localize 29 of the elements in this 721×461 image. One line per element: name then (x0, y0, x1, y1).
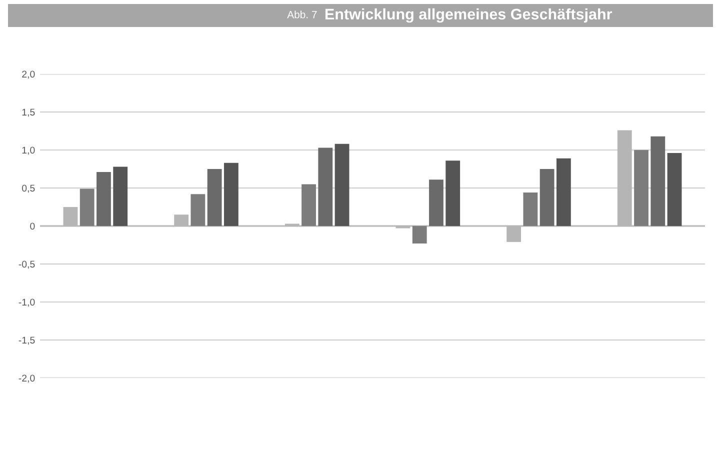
bar (190, 194, 206, 226)
bar (667, 153, 682, 226)
y-tick-label: 1,0 (22, 146, 35, 155)
bar (412, 226, 427, 244)
y-tick-label: -2,0 (18, 374, 35, 383)
bar (207, 169, 222, 226)
bar (224, 162, 238, 226)
bar (650, 136, 666, 226)
y-tick-label: 0 (30, 222, 35, 230)
bar (540, 169, 554, 226)
bar (429, 180, 444, 226)
bar (634, 150, 648, 226)
bar (302, 184, 316, 226)
bar (113, 166, 128, 226)
y-tick-label: 1,5 (22, 108, 35, 117)
y-tick-label: -1,5 (18, 336, 35, 345)
y-tick-label: -0,5 (18, 260, 35, 269)
bar (556, 158, 571, 226)
chart-subtitle: Entwicklung allgemeines Geschäftsjahr (325, 8, 612, 23)
bar (446, 160, 460, 226)
bar (80, 188, 94, 226)
bar (334, 144, 350, 226)
y-tick-label: 0,5 (22, 184, 35, 193)
y-tick-label: 2,0 (22, 70, 35, 79)
bar (96, 172, 111, 226)
y-tick-label: -1,0 (18, 298, 35, 307)
bar (523, 192, 538, 226)
bar (318, 148, 333, 226)
chart-title: Abb. 7 (287, 10, 317, 18)
